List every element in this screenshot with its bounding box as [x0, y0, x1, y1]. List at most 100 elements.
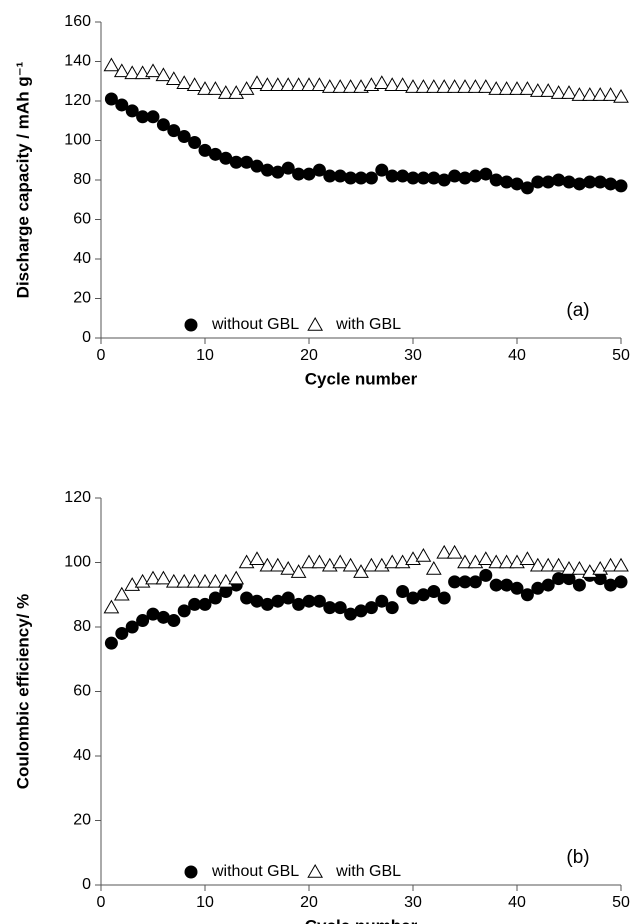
data-point — [489, 173, 503, 187]
data-point — [571, 87, 588, 101]
data-point — [125, 104, 139, 118]
data-point — [271, 594, 285, 608]
legend-marker — [307, 316, 324, 331]
data-point — [155, 570, 172, 585]
data-point — [290, 77, 307, 91]
data-point — [520, 181, 534, 195]
data-point — [396, 585, 410, 599]
y-tick-label: 20 — [73, 290, 91, 307]
data-point — [321, 79, 338, 93]
data-point — [477, 551, 494, 566]
data-point — [323, 169, 337, 183]
annotation: (b) — [566, 847, 589, 868]
data-point — [561, 560, 577, 575]
data-point — [604, 578, 618, 592]
data-point — [572, 177, 586, 191]
data-point — [249, 75, 265, 89]
data-point — [540, 557, 557, 572]
data-point — [188, 597, 202, 611]
x-tick-label: 30 — [404, 347, 422, 364]
data-point — [302, 594, 316, 608]
data-point — [115, 626, 129, 640]
data-point — [613, 557, 629, 572]
data-point — [249, 551, 265, 566]
legend-label: without GBL — [211, 316, 299, 333]
data-point — [146, 110, 160, 124]
data-point — [519, 81, 536, 95]
data-point — [427, 585, 441, 599]
y-tick-label: 40 — [73, 747, 91, 764]
data-point — [406, 171, 420, 185]
data-point — [146, 607, 160, 621]
data-point — [479, 568, 493, 582]
data-point — [280, 560, 297, 575]
data-point — [136, 110, 150, 124]
data-point — [228, 570, 245, 585]
data-point — [602, 87, 619, 101]
data-point — [396, 169, 410, 183]
annotation: (a) — [566, 300, 589, 321]
data-point — [384, 554, 401, 569]
y-tick-label: 120 — [64, 489, 91, 506]
data-point — [394, 77, 411, 91]
legend-label: with GBL — [335, 863, 401, 880]
data-point — [103, 599, 120, 614]
y-tick-label: 0 — [82, 329, 91, 346]
data-point — [604, 177, 618, 191]
data-point — [541, 578, 555, 592]
data-point — [458, 171, 472, 185]
data-point — [124, 65, 141, 80]
data-point — [468, 169, 482, 183]
data-point — [145, 570, 161, 585]
data-point — [550, 85, 567, 99]
data-point — [292, 597, 306, 611]
data-point — [416, 588, 430, 602]
data-point — [364, 601, 378, 615]
data-point — [113, 63, 130, 78]
data-point — [312, 594, 326, 608]
data-point — [271, 165, 285, 179]
data-point — [259, 77, 276, 91]
data-point — [498, 554, 515, 569]
data-point — [176, 573, 193, 588]
data-point — [562, 175, 576, 189]
x-tick-label: 0 — [97, 894, 106, 911]
data-point — [498, 81, 515, 95]
data-point — [375, 594, 389, 608]
data-point — [602, 557, 619, 572]
data-point — [457, 79, 473, 93]
data-point — [436, 79, 453, 93]
x-tick-label: 20 — [300, 894, 318, 911]
data-point — [156, 118, 170, 132]
data-point — [260, 597, 274, 611]
y-tick-label: 60 — [73, 683, 91, 700]
data-point — [448, 169, 462, 183]
data-point — [103, 57, 120, 72]
data-point — [156, 610, 170, 624]
data-point — [207, 573, 224, 588]
data-point — [104, 636, 118, 650]
data-point — [425, 560, 442, 575]
y-tick-label: 80 — [73, 618, 91, 635]
data-point — [436, 544, 453, 559]
data-point — [500, 578, 514, 592]
data-point — [552, 173, 566, 187]
data-point — [446, 544, 463, 559]
data-point — [342, 79, 359, 93]
legend-marker — [307, 863, 324, 878]
data-point — [457, 554, 473, 569]
legend-marker — [184, 318, 198, 332]
data-point — [177, 604, 191, 618]
x-tick-label: 50 — [612, 894, 630, 911]
data-point — [165, 573, 182, 588]
y-tick-label: 0 — [82, 876, 91, 893]
data-point — [186, 573, 203, 588]
y-tick-label: 100 — [64, 132, 91, 149]
data-point — [342, 557, 359, 572]
data-point — [186, 77, 203, 91]
data-point — [571, 560, 588, 575]
data-point — [312, 163, 326, 177]
y-axis-label: Coulombic efficiency/ % — [13, 594, 32, 790]
